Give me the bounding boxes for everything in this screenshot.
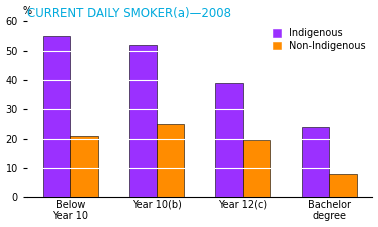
Bar [43, 36, 70, 197]
Bar [329, 174, 357, 197]
Legend: Indigenous, Non-Indigenous: Indigenous, Non-Indigenous [271, 26, 367, 53]
Text: CURRENT DAILY SMOKER(a)—2008: CURRENT DAILY SMOKER(a)—2008 [27, 7, 231, 20]
Bar [302, 127, 329, 197]
Text: %: % [23, 5, 32, 15]
Bar [215, 83, 243, 197]
Bar [156, 124, 184, 197]
Bar [129, 45, 156, 197]
Bar [243, 140, 270, 197]
Bar [70, 136, 98, 197]
